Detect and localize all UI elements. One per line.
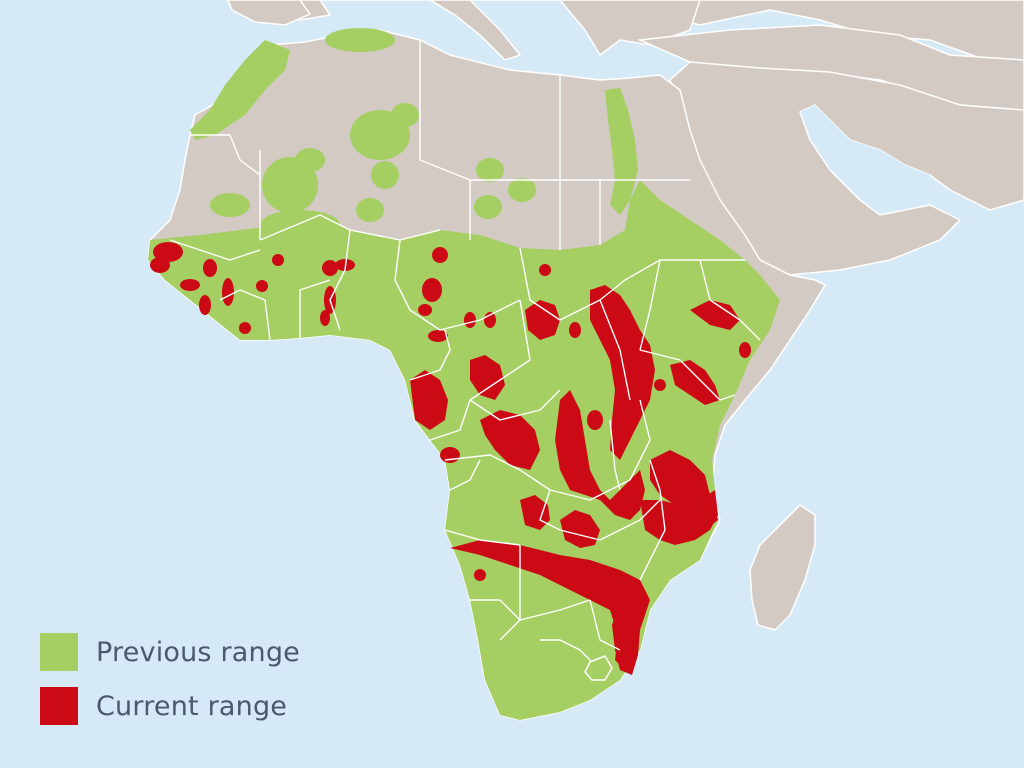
previous-range-patch: [262, 157, 318, 213]
current-range-patch: [199, 295, 211, 315]
previous-range-patch: [210, 193, 250, 217]
current-range-patch: [428, 330, 448, 342]
current-range-branch: [470, 355, 505, 400]
previous-range-patch: [474, 195, 502, 219]
balkans-landmass: [559, 0, 701, 57]
previous-range-swatch: [40, 633, 78, 671]
current-range-patch: [440, 447, 460, 463]
current-range-patch: [153, 242, 183, 262]
current-range-kenya: [670, 360, 720, 405]
current-range-patch: [610, 352, 630, 368]
previous-range-patch: [508, 178, 536, 202]
previous-range-patch: [356, 198, 384, 222]
previous-range-nile: [605, 88, 638, 215]
current-range-patch: [222, 278, 234, 306]
previous-range-patch: [371, 161, 399, 189]
map-legend: Previous range Current range: [40, 632, 340, 740]
madagascar: [749, 504, 816, 631]
current-range-branch: [560, 510, 600, 548]
current-range-patch: [577, 584, 593, 596]
current-range-patch: [180, 279, 200, 291]
current-range-patch: [239, 322, 251, 334]
current-range-patch: [689, 374, 701, 382]
current-range-patch: [474, 569, 486, 581]
country-borders: [169, 40, 761, 671]
iberia-landmass: [227, 0, 312, 26]
previous-range-patch: [476, 158, 504, 182]
current-range-patch: [422, 278, 442, 302]
previous-range-patch: [391, 103, 419, 127]
current-range-zambezi: [450, 540, 650, 670]
current-range-west-congo: [410, 370, 448, 430]
current-range-patch: [272, 254, 284, 266]
current-range-patch: [739, 342, 751, 358]
legend-item-previous-range: Previous range: [40, 632, 340, 672]
legend-item-current-range: Current range: [40, 686, 340, 726]
current-range-patch: [322, 260, 338, 276]
current-range-patch: [432, 247, 448, 263]
current-range-branch: [525, 300, 560, 340]
current-range-patch: [203, 259, 217, 277]
previous-range-patch: [325, 28, 395, 52]
current-range-branch: [480, 410, 540, 470]
lesotho-outline: [584, 655, 613, 681]
current-range-patch: [539, 264, 551, 276]
previous-range-morocco: [190, 40, 290, 140]
current-range-patch: [256, 280, 268, 292]
current-range-patch: [150, 257, 170, 273]
current-range-patch: [464, 312, 476, 328]
current-range-mozambique: [640, 490, 718, 545]
legend-label-previous-range: Previous range: [96, 636, 300, 668]
current-range-south: [612, 600, 640, 675]
italy-landmass: [428, 0, 522, 61]
current-range-swatch: [40, 687, 78, 725]
current-range-patch: [569, 322, 581, 338]
current-range-patch: [654, 379, 666, 391]
current-range-patch: [320, 310, 330, 326]
previous-range-patch: [295, 148, 325, 172]
current-range-central-block: [555, 390, 645, 520]
legend-label-current-range: Current range: [96, 690, 288, 722]
current-range-layer: [150, 242, 751, 675]
current-range-ethiopia: [690, 300, 740, 330]
current-range-upper-east: [590, 285, 655, 460]
current-range-patch: [418, 304, 432, 316]
persian-gulf: [800, 105, 930, 185]
previous-range-patch: [260, 210, 340, 240]
current-range-patch: [587, 410, 603, 430]
